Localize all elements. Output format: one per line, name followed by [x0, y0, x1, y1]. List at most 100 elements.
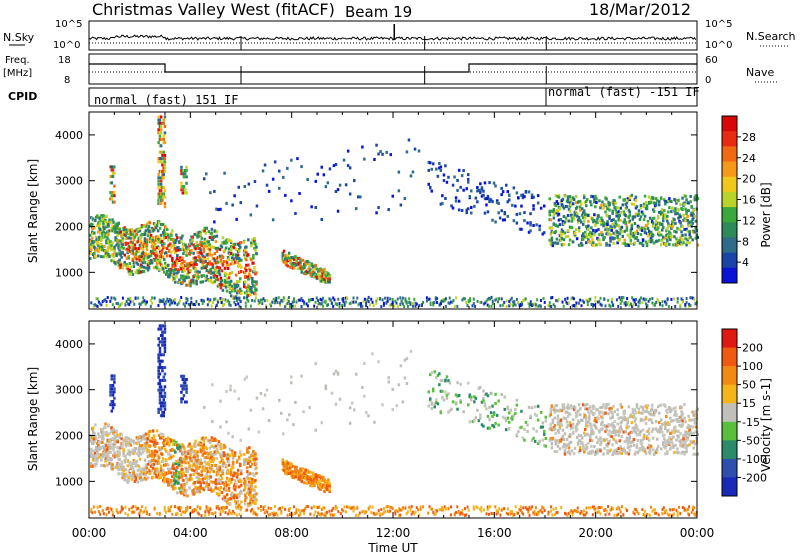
power-cell: [620, 211, 623, 214]
power-cell: [144, 261, 147, 264]
power-cell: [549, 301, 551, 304]
power-cell: [174, 298, 176, 301]
power-cell: [685, 212, 688, 215]
velocity-cell: [143, 449, 146, 452]
power-cell: [255, 246, 258, 249]
power-cell: [268, 190, 271, 193]
power-cell: [235, 303, 237, 306]
power-cell: [249, 269, 252, 272]
power-cell: [693, 298, 695, 301]
velocity-cell: [309, 471, 312, 474]
y-tick-label: 4000: [55, 129, 83, 142]
velocity-cell: [438, 372, 441, 375]
power-cell: [361, 146, 364, 149]
power-cell: [593, 233, 596, 236]
velocity-cell: [205, 436, 208, 439]
power-cell: [532, 208, 535, 211]
power-cell: [240, 300, 242, 303]
velocity-cell: [325, 387, 328, 390]
velocity-cell: [494, 422, 497, 425]
power-cell: [397, 298, 399, 301]
power-cell: [387, 300, 389, 303]
power-cell: [622, 235, 625, 238]
power-cell: [313, 271, 316, 274]
velocity-cell: [500, 393, 503, 396]
y-tick-label: 1000: [55, 266, 83, 279]
power-cell: [97, 305, 99, 308]
power-cell: [681, 234, 684, 237]
power-cell: [677, 301, 679, 304]
power-cell: [510, 303, 512, 306]
power-cell: [540, 305, 542, 308]
velocity-cell: [200, 484, 203, 487]
freq-label-2: [MHz]: [3, 68, 32, 79]
velocity-cell: [289, 466, 292, 469]
power-cell: [164, 167, 167, 170]
power-cell: [336, 303, 338, 306]
power-cell: [516, 191, 519, 194]
power-cell: [429, 186, 432, 189]
power-cell: [128, 303, 130, 306]
power-cell: [202, 280, 205, 283]
power-cell: [183, 175, 186, 178]
power-cell: [679, 203, 682, 206]
power-cell: [578, 230, 581, 233]
power-cell: [161, 265, 164, 268]
velocity-cell: [125, 468, 128, 471]
velocity-cell: [255, 492, 258, 495]
velocity-cell: [203, 406, 206, 409]
power-cell: [158, 247, 161, 250]
power-cell: [245, 258, 248, 261]
power-cell: [517, 197, 520, 200]
power-cell: [339, 305, 341, 308]
power-cell: [679, 304, 681, 307]
velocity-cell: [219, 465, 222, 468]
power-cell: [264, 299, 266, 302]
power-cell: [635, 196, 638, 199]
power-cell: [222, 256, 225, 259]
velocity-cell: [237, 469, 240, 472]
power-cell: [649, 298, 651, 301]
power-cell: [600, 297, 602, 300]
power-cell: [157, 160, 160, 163]
colorbar-segment: [722, 162, 737, 178]
power-cell: [558, 298, 560, 301]
velocity-cell: [365, 411, 368, 414]
power-cell: [382, 298, 384, 301]
velocity-cell: [245, 496, 248, 499]
power-cell: [614, 220, 617, 223]
power-cell: [278, 170, 281, 173]
power-cell: [216, 235, 219, 238]
power-cell: [611, 301, 613, 304]
power-cell: [428, 169, 431, 172]
power-cell: [576, 206, 579, 209]
velocity-cell: [147, 463, 150, 466]
velocity-cell: [406, 357, 409, 360]
power-cell: [516, 213, 519, 216]
power-cell: [191, 236, 194, 239]
power-cell: [174, 281, 177, 284]
power-cell: [412, 302, 414, 305]
power-cell: [322, 297, 324, 300]
power-cell: [532, 196, 535, 199]
velocity-cell: [266, 389, 269, 392]
power-cell: [288, 296, 290, 299]
power-cell: [455, 196, 458, 199]
velocity-cell: [194, 440, 197, 443]
power-cell: [459, 186, 462, 189]
power-cell: [184, 188, 187, 191]
power-cell: [146, 301, 148, 304]
velocity-cell: [156, 450, 159, 453]
velocity-cell: [351, 402, 354, 405]
power-cell: [506, 299, 508, 302]
velocity-cell: [124, 459, 127, 462]
power-cell: [666, 240, 669, 243]
power-cell: [670, 234, 673, 237]
power-cell: [164, 205, 167, 208]
power-cell: [254, 180, 257, 183]
power-cell: [606, 220, 609, 223]
power-cell: [237, 254, 240, 257]
power-cell: [573, 297, 575, 300]
power-cell: [262, 169, 265, 172]
power-cell: [288, 252, 291, 255]
